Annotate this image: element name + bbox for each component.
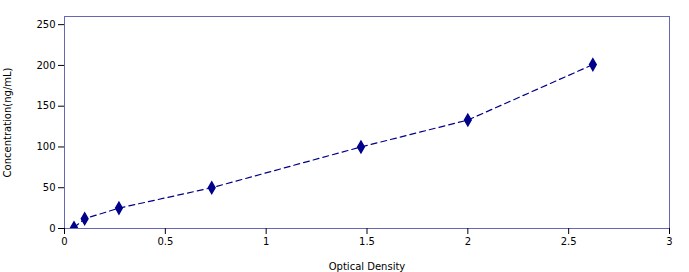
svg-text:2.5: 2.5 <box>561 236 577 247</box>
svg-text:150: 150 <box>36 100 55 111</box>
svg-text:1: 1 <box>263 236 269 247</box>
svg-text:2: 2 <box>465 236 471 247</box>
svg-text:200: 200 <box>36 60 55 71</box>
svg-text:Optical Density: Optical Density <box>329 261 406 272</box>
svg-text:50: 50 <box>43 182 56 193</box>
svg-text:0: 0 <box>61 236 67 247</box>
svg-text:1.5: 1.5 <box>359 236 375 247</box>
svg-text:0: 0 <box>49 223 55 234</box>
svg-text:3: 3 <box>666 236 672 247</box>
svg-text:0.5: 0.5 <box>157 236 173 247</box>
svg-text:Concentration(ng/mL): Concentration(ng/mL) <box>2 67 13 177</box>
svg-text:250: 250 <box>36 19 55 30</box>
svg-text:100: 100 <box>36 141 55 152</box>
